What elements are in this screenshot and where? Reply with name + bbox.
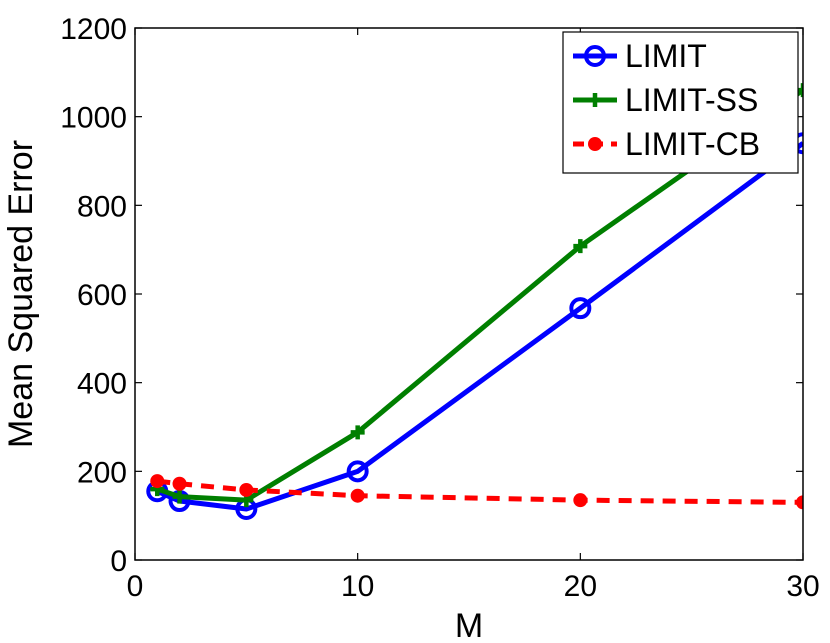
series-layer: [146, 83, 803, 521]
ticks-layer: 0 10 20 30 0 200 400 600 800 1000 1200: [60, 13, 819, 603]
data-point: [150, 474, 165, 489]
legend: LIMIT LIMIT-SS LIMIT-CB: [562, 31, 799, 174]
legend-marker: [588, 137, 602, 151]
series-limit-ss: [150, 83, 803, 508]
x-tick-label: 30: [786, 570, 819, 603]
y-tick-label: 0: [110, 545, 127, 578]
x-tick-label: 10: [341, 570, 374, 603]
data-point: [569, 297, 592, 320]
y-tick-label: 600: [77, 279, 127, 312]
y-tick-label: 400: [77, 368, 127, 401]
legend-label: LIMIT-SS: [625, 82, 758, 118]
data-point: [346, 460, 369, 483]
x-tick-label: 20: [564, 570, 597, 603]
data-point: [573, 239, 588, 254]
legend-item: LIMIT-SS: [573, 82, 758, 118]
series-limit-cb: [150, 474, 803, 510]
y-axis-title: Mean Squared Error: [2, 140, 40, 448]
data-point: [239, 482, 254, 497]
data-point: [350, 425, 365, 440]
data-point: [573, 493, 588, 508]
y-tick-label: 1000: [60, 102, 127, 135]
y-tick-label: 800: [77, 190, 127, 223]
legend-item: LIMIT: [573, 38, 707, 74]
data-point: [172, 489, 187, 504]
legend-marker: [584, 45, 606, 67]
series-line: [156, 141, 803, 512]
legend-marker: [588, 93, 602, 107]
y-tick-label: 1200: [60, 13, 127, 46]
data-point: [350, 488, 365, 503]
legend-item: LIMIT-CB: [573, 126, 760, 162]
legend-label: LIMIT-CB: [625, 126, 760, 162]
x-axis-title: M: [455, 607, 483, 643]
x-tick-label: 0: [127, 570, 144, 603]
legend-label: LIMIT: [625, 38, 707, 74]
data-point: [172, 476, 187, 491]
data-point: [796, 495, 803, 510]
y-tick-label: 200: [77, 456, 127, 489]
